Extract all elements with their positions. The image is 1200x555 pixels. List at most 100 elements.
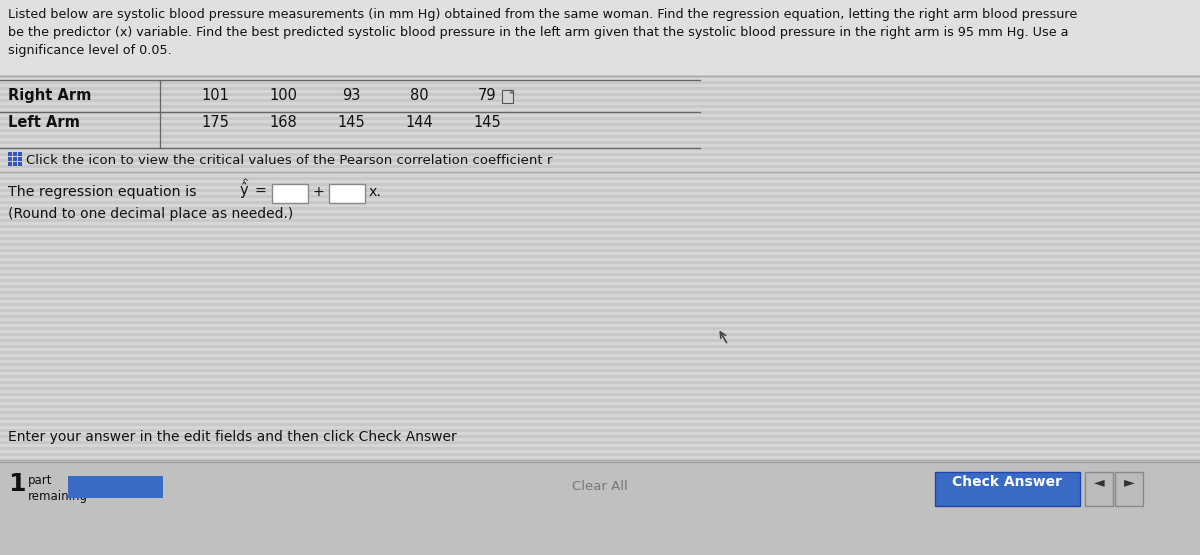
Bar — [0, 492, 1200, 495]
Bar — [0, 201, 1200, 204]
Bar — [0, 528, 1200, 531]
Bar — [0, 507, 1200, 510]
Bar — [0, 180, 1200, 183]
Bar — [0, 318, 1200, 321]
Bar — [0, 210, 1200, 213]
Text: 144: 144 — [406, 115, 433, 130]
Bar — [0, 120, 1200, 123]
Bar — [0, 192, 1200, 195]
Bar — [0, 240, 1200, 243]
Bar — [8, 157, 12, 161]
Bar — [0, 156, 1200, 159]
Bar — [0, 405, 1200, 408]
Bar — [0, 378, 1200, 381]
Bar — [0, 333, 1200, 336]
Bar — [0, 249, 1200, 252]
Bar — [0, 267, 1200, 270]
Bar — [0, 171, 1200, 174]
Bar — [502, 90, 514, 103]
Bar — [0, 420, 1200, 423]
Bar — [0, 87, 1200, 90]
Text: ŷ: ŷ — [240, 182, 248, 199]
Bar — [0, 264, 1200, 267]
Bar — [0, 129, 1200, 132]
Bar — [13, 157, 17, 161]
Bar — [0, 447, 1200, 450]
Bar — [0, 372, 1200, 375]
Bar — [0, 504, 1200, 507]
Bar — [0, 516, 1200, 519]
Bar — [0, 27, 1200, 30]
Text: 93: 93 — [342, 88, 360, 103]
Bar — [0, 513, 1200, 516]
Text: +: + — [313, 185, 325, 199]
Bar — [18, 152, 22, 156]
Bar — [0, 531, 1200, 534]
Bar — [0, 414, 1200, 417]
Bar — [0, 216, 1200, 219]
Bar — [0, 57, 1200, 60]
Bar — [0, 207, 1200, 210]
Bar — [0, 483, 1200, 486]
Bar — [0, 402, 1200, 405]
Bar — [0, 78, 1200, 81]
Bar — [0, 498, 1200, 501]
Bar — [0, 510, 1200, 513]
Bar — [0, 9, 1200, 12]
Bar — [0, 546, 1200, 549]
Bar — [0, 69, 1200, 72]
Bar — [935, 472, 1080, 506]
Text: Click the icon to view the critical values of the Pearson correlation coefficien: Click the icon to view the critical valu… — [26, 154, 552, 167]
Text: Right Arm: Right Arm — [8, 88, 91, 103]
Bar — [0, 462, 1200, 555]
Bar — [0, 66, 1200, 69]
Bar — [0, 45, 1200, 48]
Bar — [0, 84, 1200, 87]
Bar — [8, 162, 12, 166]
Bar — [0, 42, 1200, 45]
Text: part: part — [28, 474, 53, 487]
Bar — [0, 327, 1200, 330]
Bar — [0, 330, 1200, 333]
Bar — [0, 363, 1200, 366]
Text: 79: 79 — [478, 88, 497, 103]
Bar — [0, 123, 1200, 126]
Bar — [0, 18, 1200, 21]
Bar — [0, 495, 1200, 498]
Bar — [0, 132, 1200, 135]
Bar — [0, 279, 1200, 282]
Bar — [0, 450, 1200, 453]
Bar — [0, 453, 1200, 456]
Bar — [0, 150, 1200, 153]
Bar — [0, 6, 1200, 9]
Bar — [0, 465, 1200, 468]
Text: Enter your answer in the edit fields and then click Check Answer: Enter your answer in the edit fields and… — [8, 430, 457, 444]
Bar — [0, 75, 1200, 78]
Bar — [0, 549, 1200, 552]
Text: Clear All: Clear All — [572, 480, 628, 493]
Bar — [0, 300, 1200, 303]
Bar — [0, 387, 1200, 390]
Bar — [0, 534, 1200, 537]
Bar — [0, 399, 1200, 402]
Text: remaining: remaining — [28, 490, 88, 503]
Bar — [0, 351, 1200, 354]
Text: 145: 145 — [337, 115, 365, 130]
Text: x.: x. — [370, 185, 382, 199]
Bar — [0, 189, 1200, 192]
Text: 80: 80 — [409, 88, 428, 103]
Bar — [0, 93, 1200, 96]
Bar — [0, 489, 1200, 492]
Bar — [0, 525, 1200, 528]
Bar — [0, 282, 1200, 285]
Bar — [0, 135, 1200, 138]
Bar — [0, 348, 1200, 351]
Bar — [0, 444, 1200, 447]
Bar — [0, 0, 1200, 75]
Bar — [0, 63, 1200, 66]
Bar — [0, 36, 1200, 39]
Bar — [0, 501, 1200, 504]
Bar — [0, 177, 1200, 180]
Bar — [0, 441, 1200, 444]
Bar — [0, 99, 1200, 102]
